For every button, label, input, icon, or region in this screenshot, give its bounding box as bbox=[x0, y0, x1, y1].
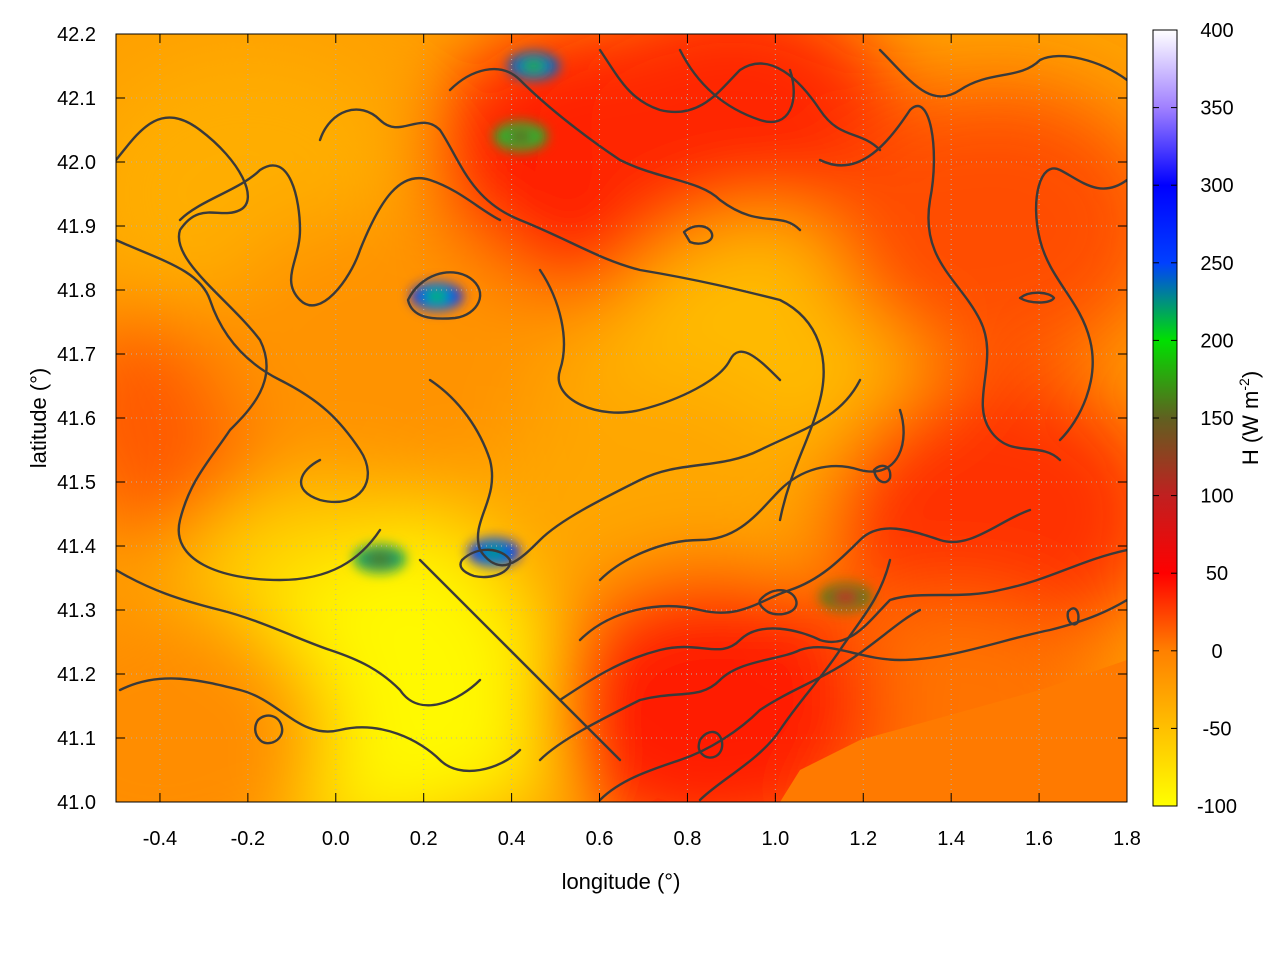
colorbar-tick-label: 50 bbox=[1206, 563, 1228, 585]
colorbar-tick-label: -50 bbox=[1203, 718, 1232, 740]
colorbar-tick-label: 100 bbox=[1200, 486, 1233, 508]
x-tick-label: 0.6 bbox=[586, 828, 614, 850]
contour-line bbox=[818, 105, 1062, 462]
contour-line bbox=[678, 48, 795, 124]
heatmap-region bbox=[539, 566, 880, 802]
y-tick-label: 41.6 bbox=[57, 408, 96, 430]
contour-line bbox=[1034, 167, 1127, 442]
x-tick-label: 0.4 bbox=[498, 828, 526, 850]
x-tick-label: 0.8 bbox=[674, 828, 702, 850]
contour-line bbox=[598, 608, 922, 802]
colorbar-tick-label: 350 bbox=[1200, 98, 1233, 120]
contour-line bbox=[758, 589, 798, 616]
contour-line bbox=[116, 116, 382, 582]
colorbar-title-main: H (W m bbox=[1238, 391, 1263, 466]
colorbar-tick-label: -100 bbox=[1197, 796, 1237, 818]
contour-line bbox=[878, 48, 1127, 98]
contour-line bbox=[116, 238, 370, 503]
plot-area bbox=[116, 34, 1127, 802]
x-tick-label: 1.0 bbox=[761, 828, 789, 850]
contour-line bbox=[1018, 291, 1056, 304]
contour-line bbox=[428, 378, 862, 567]
x-tick-label: 0.0 bbox=[322, 828, 350, 850]
x-axis: -0.4 -0.2 0.0 0.2 0.4 0.6 0.8 1.0 1.2 1.4 1.6 1.8 bbox=[143, 34, 1141, 850]
contour-line bbox=[178, 164, 502, 307]
y-tick-label: 41.8 bbox=[57, 280, 96, 302]
y-tick-label: 41.2 bbox=[57, 664, 96, 686]
colorbar-ticks: -100 -50 0 50 100 150 200 250 300 350 400 bbox=[1153, 20, 1237, 818]
y-axis: 41.0 41.1 41.2 41.3 41.4 41.5 41.6 41.7 41.8 41.9… bbox=[57, 24, 1127, 814]
y-tick-label: 42.2 bbox=[57, 24, 96, 46]
y-tick-label: 41.3 bbox=[57, 600, 96, 622]
heatmap-region bbox=[561, 34, 902, 270]
x-tick-label: 1.4 bbox=[937, 828, 965, 850]
contour-line bbox=[558, 548, 1127, 702]
y-axis-title: latitude (°) bbox=[26, 368, 51, 469]
colorbar-tick-label: 300 bbox=[1200, 175, 1233, 197]
heatmap-hotspots bbox=[353, 52, 872, 612]
colorbar-tick-label: 150 bbox=[1200, 408, 1233, 430]
x-tick-label: 0.2 bbox=[410, 828, 438, 850]
contour-line bbox=[459, 548, 512, 579]
contour-line bbox=[697, 730, 724, 759]
heatmap-hotspot-core bbox=[519, 59, 548, 73]
colorbar-title: H (W m-2) bbox=[1236, 371, 1263, 465]
contour-line bbox=[598, 48, 882, 152]
y-tick-label: 42.1 bbox=[57, 88, 96, 110]
heatmap-coastal-zone bbox=[780, 660, 1127, 802]
contour-line bbox=[578, 508, 1032, 642]
contour-line bbox=[538, 268, 782, 414]
contour-lines bbox=[116, 48, 1127, 802]
contour-line bbox=[598, 408, 905, 582]
heatmap-region bbox=[209, 214, 550, 494]
contour-line bbox=[682, 224, 714, 245]
contour-line bbox=[318, 108, 825, 522]
x-tick-label: 1.6 bbox=[1025, 828, 1053, 850]
contour-line bbox=[872, 464, 892, 484]
colorbar-tick-label: 250 bbox=[1200, 253, 1233, 275]
grid bbox=[116, 34, 1127, 802]
contour-line bbox=[1066, 607, 1080, 626]
colorbar-tick-label: 400 bbox=[1200, 20, 1233, 42]
y-tick-label: 41.7 bbox=[57, 344, 96, 366]
contour-line bbox=[406, 271, 482, 320]
y-tick-label: 41.0 bbox=[57, 792, 96, 814]
contour-line bbox=[538, 598, 1127, 762]
x-tick-label: 1.2 bbox=[849, 828, 877, 850]
contour-line bbox=[116, 568, 482, 707]
x-axis-title: longitude (°) bbox=[562, 869, 681, 894]
y-tick-label: 42.0 bbox=[57, 152, 96, 174]
heatmap-hotspot-core bbox=[422, 289, 451, 304]
y-tick-label: 41.5 bbox=[57, 472, 96, 494]
contour-line bbox=[698, 558, 892, 802]
heatmap-sea-region bbox=[780, 660, 1127, 802]
y-tick-label: 41.1 bbox=[57, 728, 96, 750]
heatmap-region bbox=[116, 598, 330, 802]
contour-line bbox=[418, 558, 622, 762]
x-tick-label: 1.8 bbox=[1113, 828, 1141, 850]
contour-line bbox=[118, 677, 522, 773]
heatmap-region bbox=[825, 374, 1127, 654]
colorbar-tick-label: 200 bbox=[1200, 330, 1233, 352]
contour-line bbox=[254, 714, 284, 745]
heatmap-hotspot-core bbox=[365, 551, 394, 566]
x-tick-label: -0.2 bbox=[231, 828, 265, 850]
x-tick-label: -0.4 bbox=[143, 828, 177, 850]
y-tick-label: 41.9 bbox=[57, 216, 96, 238]
colorbar-title-end: ) bbox=[1238, 371, 1263, 378]
colorbar-title-exponent: -2 bbox=[1236, 378, 1252, 391]
heatmap-hotspot-core bbox=[506, 129, 535, 144]
contour-line bbox=[448, 67, 802, 232]
y-tick-label: 41.4 bbox=[57, 536, 96, 558]
colorbar-tick-label: 0 bbox=[1211, 641, 1222, 663]
heatmap-hotspot-core bbox=[831, 590, 860, 605]
